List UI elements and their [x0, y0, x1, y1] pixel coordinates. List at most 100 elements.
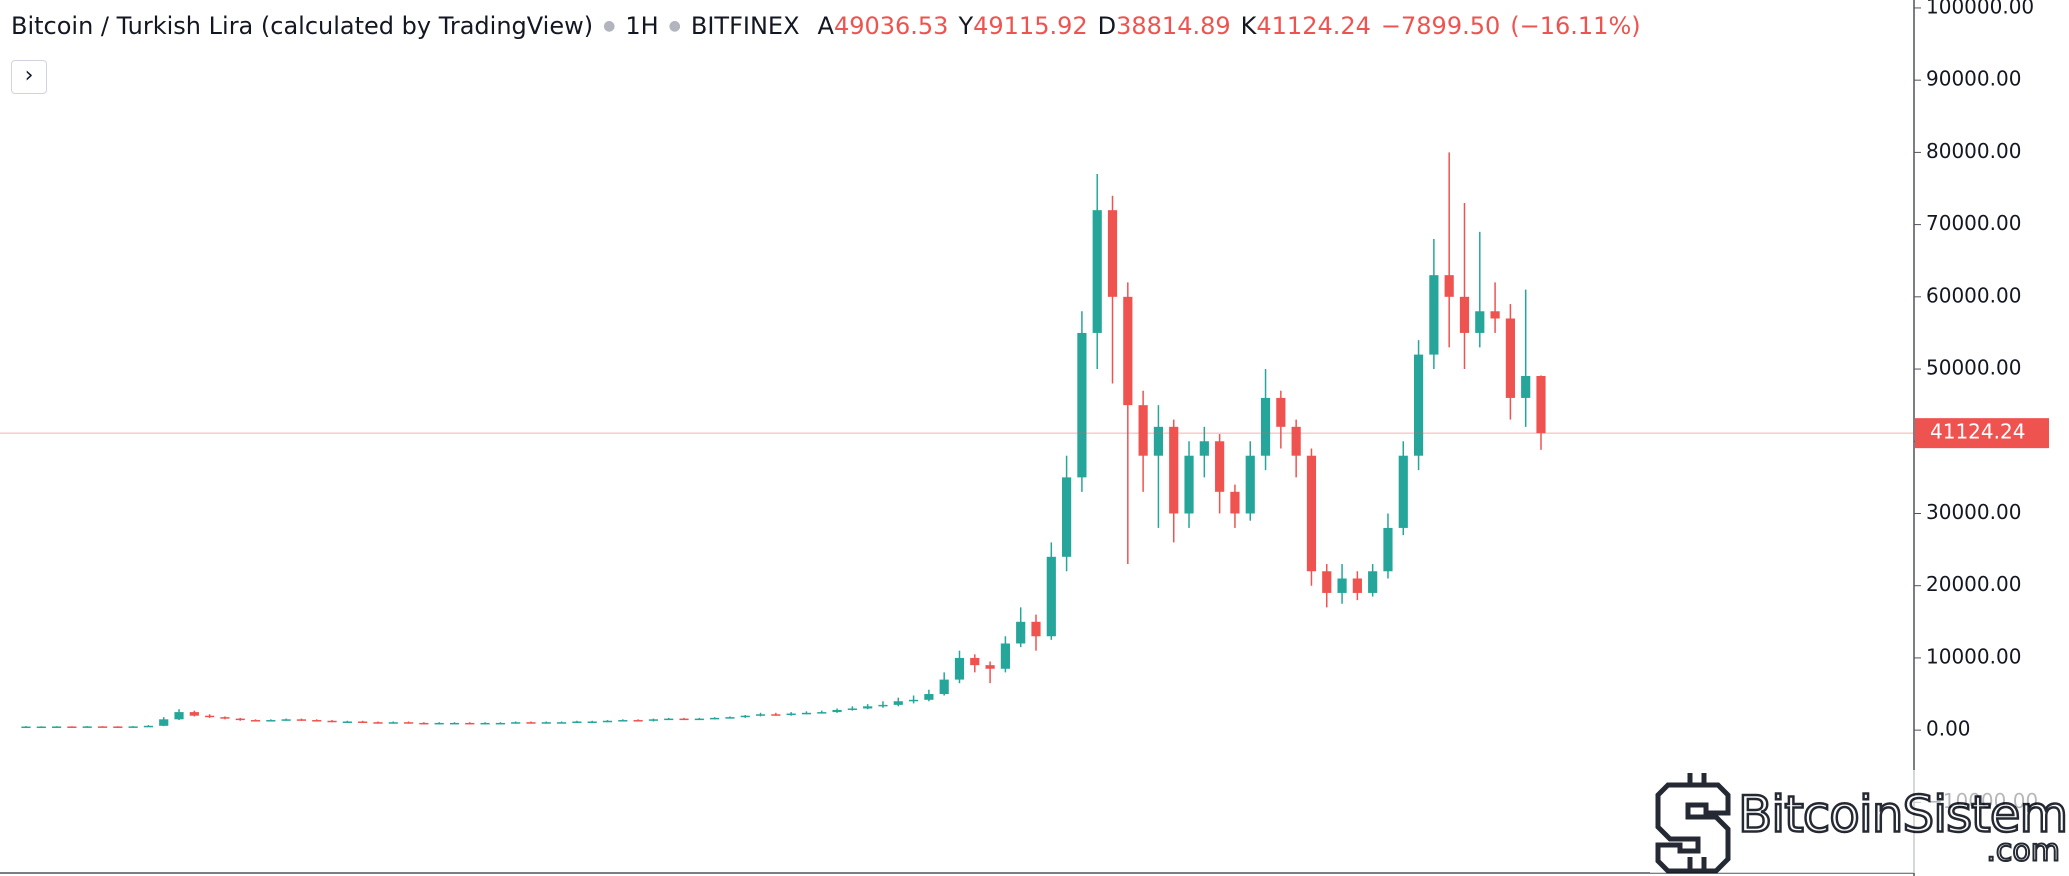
candle-body	[1169, 426, 1179, 514]
candle-body	[1536, 376, 1546, 434]
candle-body	[648, 719, 659, 721]
change-percent: (−16.11%)	[1510, 12, 1641, 40]
ohlc-label: K	[1240, 12, 1257, 40]
candle-body	[235, 718, 245, 721]
candle-body	[832, 709, 842, 713]
candle-body	[52, 726, 62, 728]
candle-body	[1368, 571, 1378, 593]
ohlc-value: 41124.24	[1256, 12, 1371, 40]
candle-body	[296, 719, 307, 721]
candle-body	[970, 657, 980, 666]
candle-body	[36, 726, 46, 729]
candle-body	[189, 712, 199, 716]
candle-body	[1000, 643, 1010, 669]
collapse-button[interactable]: ›	[11, 60, 47, 94]
candle-body	[863, 706, 873, 709]
candle-body	[633, 720, 643, 722]
candle-body	[465, 722, 475, 725]
candle-body	[939, 679, 949, 695]
candle-body	[1475, 311, 1485, 333]
candle-body	[572, 721, 582, 723]
candle-body	[755, 714, 766, 716]
ohlc-label: A	[817, 12, 834, 40]
ohlc-value: 49036.53	[833, 12, 949, 40]
candle-body	[1199, 441, 1209, 456]
candle-body	[1291, 426, 1301, 456]
candle-body	[771, 714, 781, 716]
candle-body	[128, 726, 138, 728]
candle-body	[327, 720, 337, 723]
candle-body	[434, 722, 444, 725]
watermark: BitcoinSistemi.com	[1650, 770, 2069, 874]
change: −7899.50	[1380, 12, 1501, 40]
candle-body	[1505, 318, 1515, 398]
watermark-domain: .com	[1986, 834, 2060, 869]
y-tick-label: 0.00	[1926, 717, 1971, 741]
candle-body	[21, 726, 31, 729]
y-tick-label: 100000.00	[1926, 0, 2034, 18]
candle-body	[679, 718, 689, 721]
candle-body	[1383, 527, 1393, 572]
candle-body	[1322, 571, 1332, 593]
candle-body	[740, 715, 750, 718]
candle-body	[1092, 210, 1102, 333]
candle-body	[358, 721, 368, 723]
candle-body	[250, 720, 261, 722]
candle-body	[1138, 405, 1148, 456]
candle-body	[1276, 397, 1286, 427]
y-tick-label: 20000.00	[1926, 572, 2021, 596]
y-tick-label: 50000.00	[1926, 356, 2021, 380]
ohlc-value: 49115.92	[973, 12, 1088, 40]
y-tick-label: 70000.00	[1926, 211, 2021, 235]
candle-body	[602, 720, 613, 723]
candle-body	[281, 719, 291, 721]
candle-body	[985, 665, 995, 669]
candle-body	[1230, 491, 1240, 514]
candle-body	[1184, 455, 1194, 514]
candle-body	[801, 712, 812, 715]
legend-header: Bitcoin / Turkish Lira (calculated by Tr…	[11, 12, 1641, 40]
candle-body	[1215, 441, 1225, 492]
candle-body	[1413, 354, 1424, 456]
candle-body	[664, 718, 674, 721]
candle-body	[82, 726, 92, 728]
candle-body	[1031, 621, 1041, 637]
candle-body	[511, 722, 521, 724]
y-tick-label: 90000.00	[1926, 67, 2021, 91]
candle-body	[403, 722, 414, 724]
candle-body	[159, 719, 169, 726]
candle-body	[342, 721, 352, 723]
y-tick-label: 60000.00	[1926, 283, 2021, 307]
watermark-icon	[1655, 773, 1731, 874]
candle-body	[1337, 578, 1347, 593]
candle-body	[1245, 455, 1255, 514]
candle-body	[725, 717, 735, 719]
last-price-label: 41124.24	[1930, 420, 2025, 444]
candle-body	[480, 722, 490, 725]
symbol: Bitcoin / Turkish Lira (calculated by Tr…	[11, 12, 594, 40]
candle-body	[924, 694, 934, 700]
candle-body	[495, 722, 505, 725]
ohlc-label: Y	[958, 12, 974, 40]
candle-body	[908, 699, 919, 702]
candle-body	[1062, 477, 1072, 557]
candle-body	[1153, 426, 1164, 456]
candle-body	[373, 722, 383, 724]
candle-body	[1352, 578, 1362, 593]
candle-body	[205, 715, 215, 718]
ohlc-label: D	[1097, 12, 1117, 40]
y-tick-label: 30000.00	[1926, 500, 2021, 524]
candle-body	[878, 704, 888, 707]
interval: 1H	[625, 12, 659, 40]
candle-body	[817, 712, 827, 714]
candle-body	[1123, 296, 1133, 406]
candle-body	[1260, 397, 1271, 456]
candle-body	[587, 721, 597, 723]
candle-body	[1077, 332, 1087, 478]
candle-body	[266, 720, 276, 722]
candle-body	[847, 708, 857, 710]
candle-body	[388, 722, 398, 724]
candle-body	[710, 717, 720, 720]
candle-body	[557, 722, 567, 724]
